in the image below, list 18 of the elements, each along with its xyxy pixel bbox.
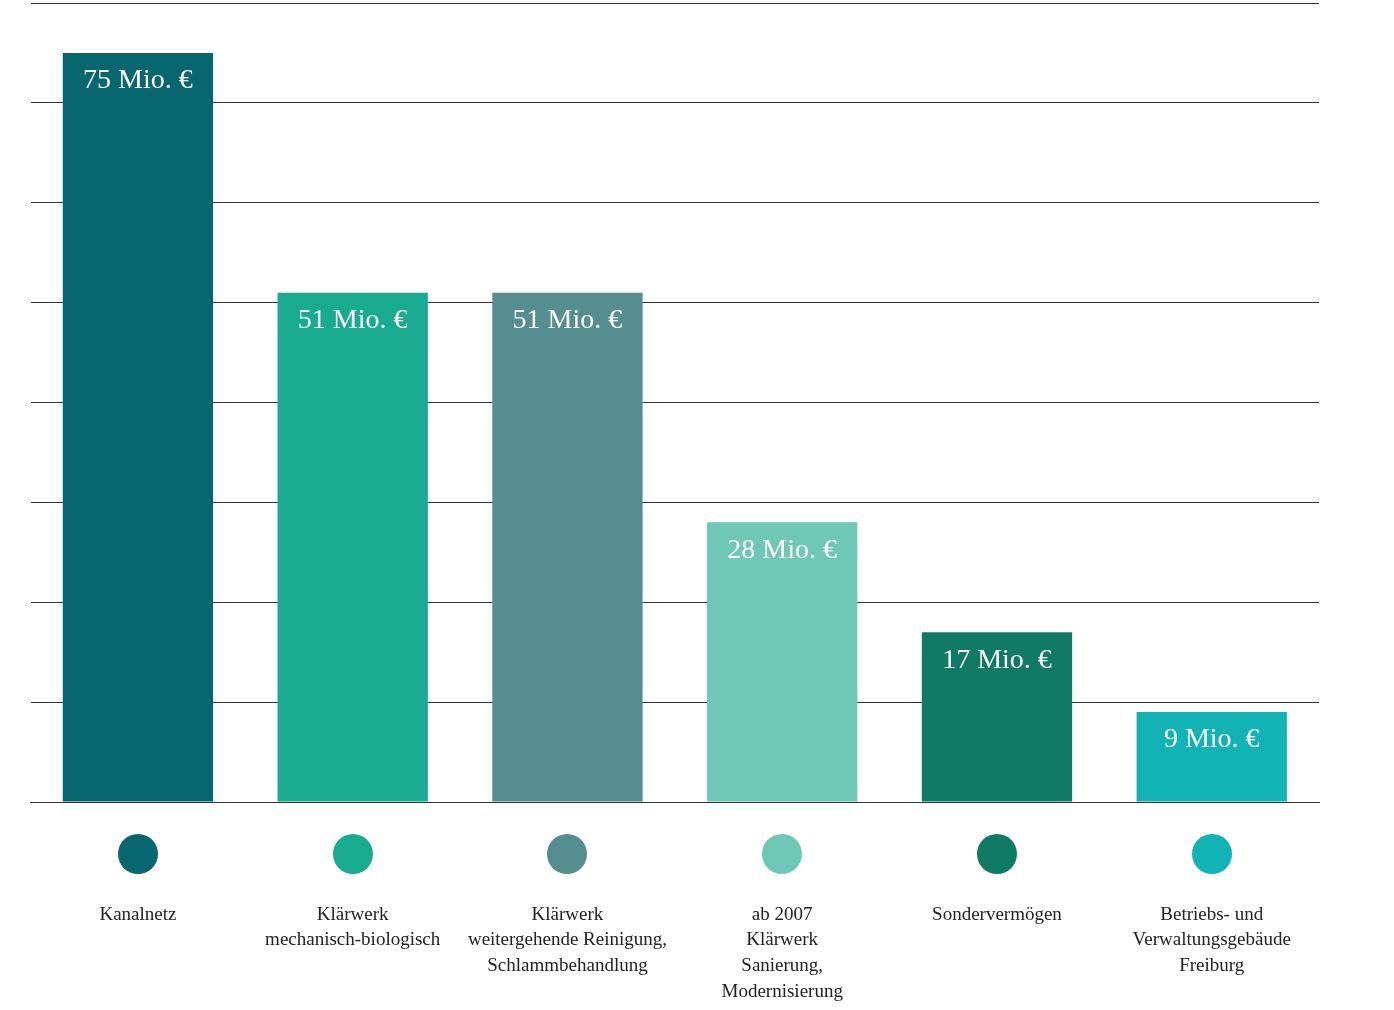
data-label: 75 Mio. € [83, 63, 193, 95]
bar [492, 292, 643, 802]
x-tick-label: Sondervermögen [932, 902, 1063, 924]
data-label: 28 Mio. € [727, 532, 838, 564]
data-label: 51 Mio. € [512, 303, 623, 334]
bar [707, 522, 858, 802]
bar [921, 632, 1073, 802]
x-tick-label: Klärwerk weitergehende Reinigung, Schlammbehandlung [467, 902, 667, 976]
data-label: 51 Mio. € [297, 303, 408, 334]
x-tick-label: Klärwerk mechanisch-biologisch [265, 902, 441, 950]
bar [1136, 712, 1287, 802]
x-tick-label: Kanalnetz [99, 902, 177, 924]
x-tick-label: Betriebs- und Verwaltungsgebäude Freiburg [1132, 902, 1291, 976]
bar [62, 52, 214, 802]
data-label: 17 Mio. € [942, 642, 1052, 674]
bar [277, 292, 428, 802]
data-label: 9 Mio. € [1163, 722, 1260, 754]
x-tick-label: ab 2007 Klärwerk Sanierung, Modernisierung [721, 902, 844, 1001]
